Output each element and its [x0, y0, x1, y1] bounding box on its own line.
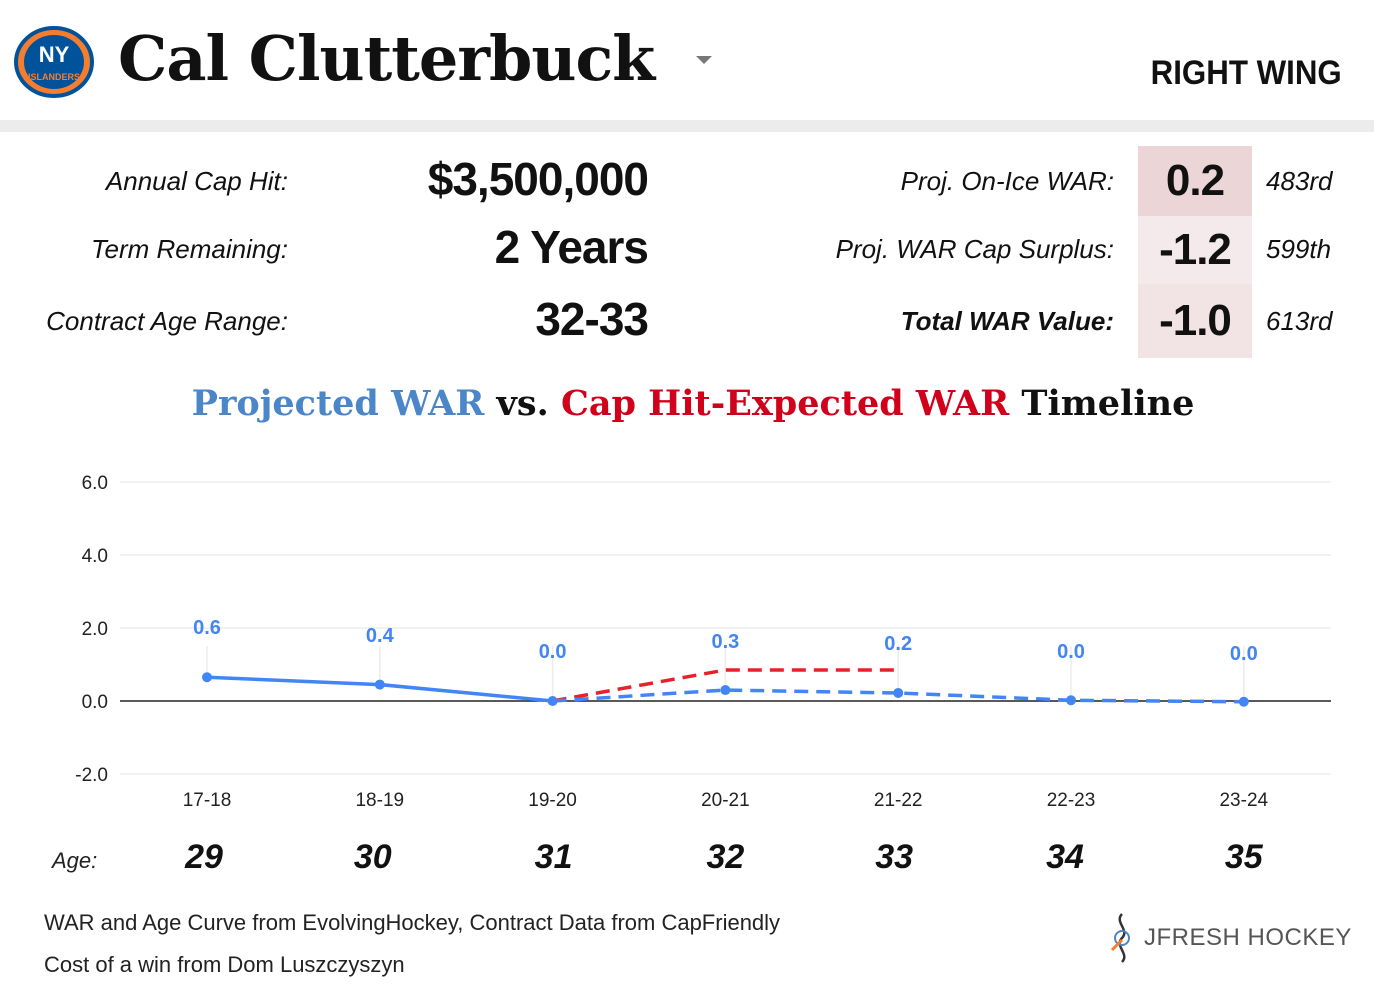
cap-hit-label: Annual Cap Hit:	[105, 166, 288, 196]
age-value: 29	[185, 838, 223, 876]
total-war-rank: 613rd	[1266, 306, 1333, 336]
source-line-1: WAR and Age Curve from EvolvingHockey, C…	[44, 910, 781, 935]
x-tick-label: 20-21	[701, 790, 750, 811]
projected-war-line-dashed	[552, 688, 1244, 704]
brand-logo: JFRESH HOCKEY	[1108, 908, 1352, 968]
projected-war-data-label: 0.0	[539, 641, 567, 663]
projected-war-point	[1066, 695, 1076, 706]
y-tick-label: 6.0	[82, 473, 108, 494]
on-ice-war-rank: 483rd	[1266, 166, 1333, 196]
projected-war-data-label: 0.4	[366, 625, 395, 647]
chart-title-timeline: Timeline	[1009, 383, 1195, 424]
y-tick-label: -2.0	[75, 765, 108, 786]
logo-subtext: ISLANDERS	[28, 72, 80, 82]
chart-title-vs: vs.	[484, 383, 561, 424]
position-label: RIGHT WING	[1150, 54, 1342, 92]
projected-war-point	[374, 679, 385, 690]
projected-war-point	[1238, 696, 1249, 707]
age-value: 30	[353, 838, 392, 876]
total-war-value: -1.0	[1138, 284, 1252, 358]
age-row-label: Age:	[52, 848, 98, 873]
on-ice-war-label: Proj. On-Ice WAR:	[900, 166, 1114, 196]
y-tick-label: 0.0	[82, 692, 108, 713]
term-label: Term Remaining:	[90, 234, 288, 264]
chart-title: Projected WAR vs. Cap Hit-Expected WAR T…	[0, 383, 1374, 424]
x-tick-label: 17-18	[183, 790, 232, 811]
player-name: Cal Clutterbuck	[118, 22, 655, 95]
projected-war-data-label: 0.0	[1230, 643, 1258, 665]
header-divider	[0, 120, 1374, 132]
logo-text: NY	[39, 42, 70, 67]
brand-text: JFRESH HOCKEY	[1144, 924, 1352, 951]
source-line-2: Cost of a win from Dom Luszczyszyn	[44, 952, 405, 977]
on-ice-war-value: 0.2	[1138, 146, 1252, 216]
age-value: 33	[875, 838, 914, 876]
x-tick-label: 22-23	[1047, 790, 1096, 811]
x-tick-label: 18-19	[355, 790, 404, 811]
age-range-label: Contract Age Range:	[46, 306, 288, 336]
team-logo: NY ISLANDERS	[14, 26, 94, 98]
cap-hit-value: $3,500,000	[427, 153, 649, 205]
projected-war-data-label: 0.6	[193, 617, 221, 639]
player-dropdown-icon[interactable]	[696, 56, 712, 64]
age-value: 35	[1224, 838, 1263, 876]
war-surplus-value: -1.2	[1138, 216, 1252, 284]
expected-war-line	[552, 668, 899, 703]
total-war-label: Total WAR Value:	[900, 306, 1114, 336]
y-tick-label: 2.0	[82, 619, 108, 640]
war-surplus-label: Proj. WAR Cap Surplus:	[835, 234, 1114, 264]
war-timeline-chart: -2.0 0.0 2.0 4.0 6.0 17-18 18-19 19-20 20-21 21-2…	[75, 473, 1331, 811]
chart-title-projected: Projected WAR	[191, 383, 485, 424]
projected-war-data-label: 0.3	[711, 631, 739, 653]
x-tick-label: 23-24	[1219, 790, 1268, 811]
age-value: 31	[534, 838, 573, 876]
y-tick-label: 4.0	[82, 546, 108, 567]
x-tick-label: 19-20	[528, 790, 577, 811]
jfresh-icon	[1110, 913, 1130, 963]
chart-title-expected: Cap Hit-Expected WAR	[560, 383, 1010, 424]
age-value: 32	[706, 838, 745, 876]
projected-war-data-label: 0.0	[1057, 641, 1085, 663]
projected-war-point	[720, 685, 731, 696]
term-value: 2 Years	[494, 221, 649, 273]
war-surplus-rank: 599th	[1266, 234, 1332, 264]
age-range-value: 32-33	[535, 293, 649, 345]
projected-war-point	[893, 687, 904, 698]
age-value: 34	[1046, 838, 1084, 876]
projected-war-point	[202, 672, 212, 683]
projected-war-data-label: 0.2	[884, 633, 912, 655]
projected-war-point	[547, 696, 558, 706]
x-tick-label: 21-22	[874, 790, 923, 811]
